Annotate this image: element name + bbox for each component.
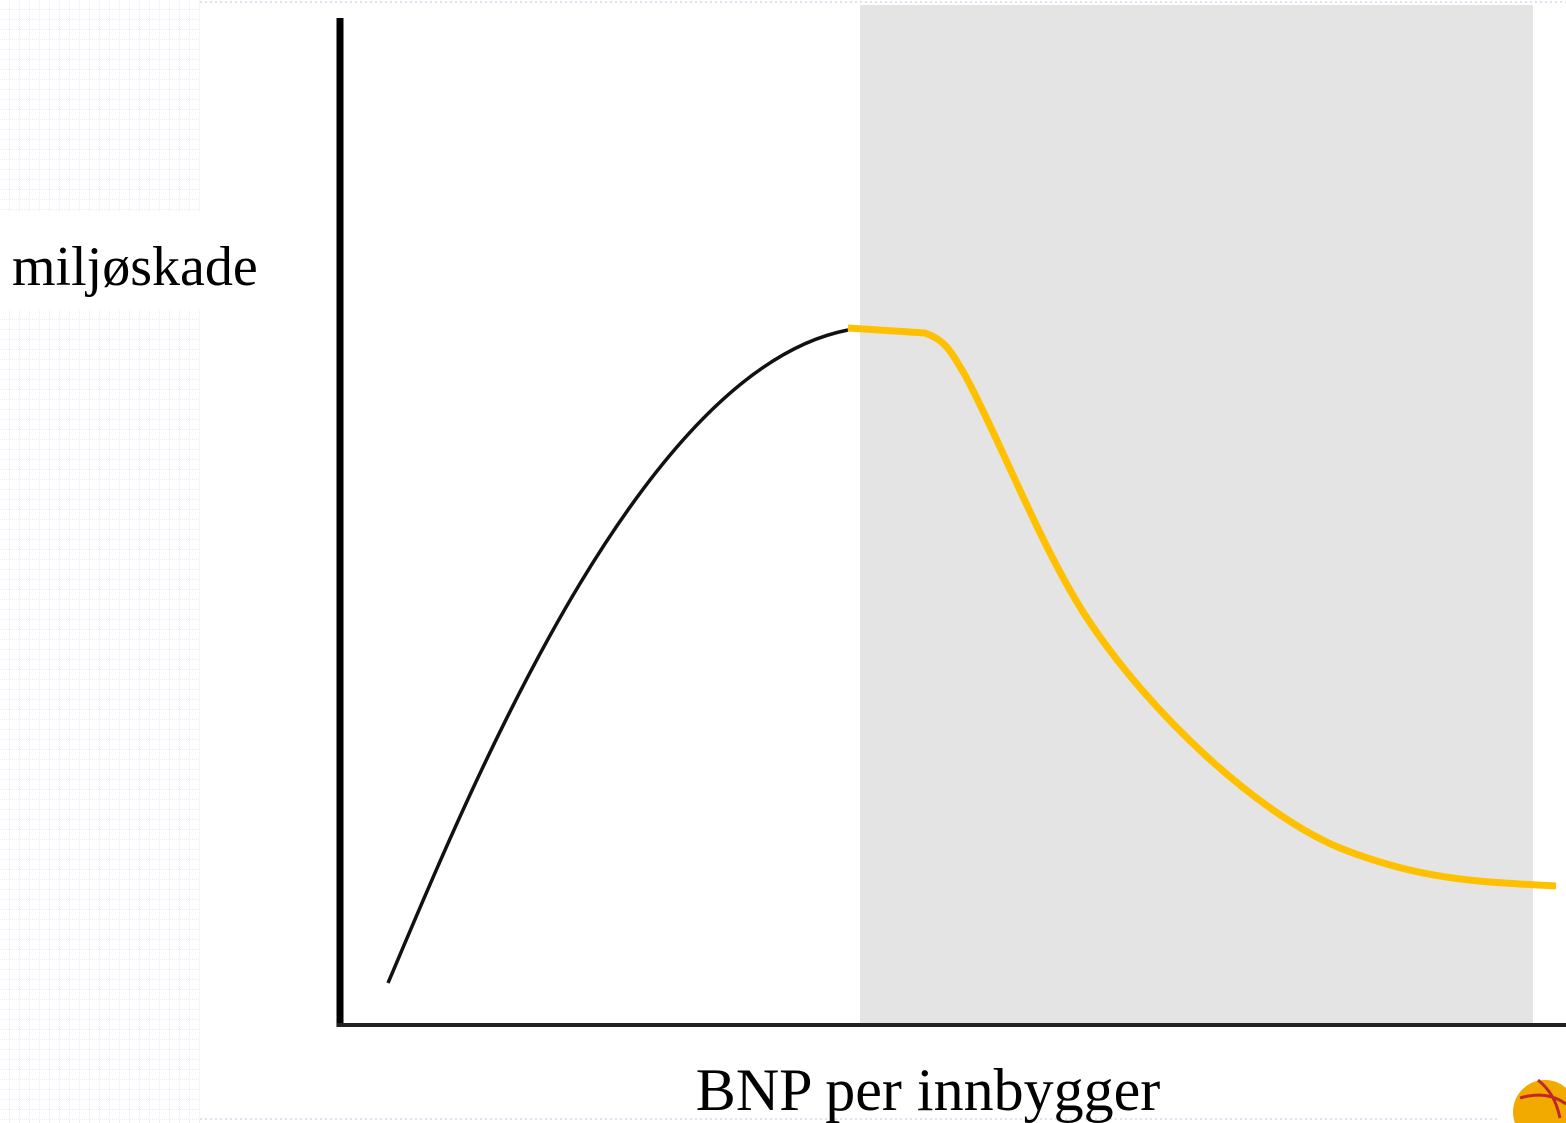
- rising-curve: [386, 328, 849, 984]
- shaded-region: [860, 5, 1533, 1025]
- y-axis-label: miljøskade: [12, 236, 258, 298]
- logo: [1513, 1078, 1566, 1123]
- grid-pattern: [0, 0, 200, 212]
- falling-curve: [847, 324, 1557, 890]
- grid-pattern: [0, 310, 200, 1123]
- x-axis-label: BNP per innbygger: [696, 1057, 1160, 1123]
